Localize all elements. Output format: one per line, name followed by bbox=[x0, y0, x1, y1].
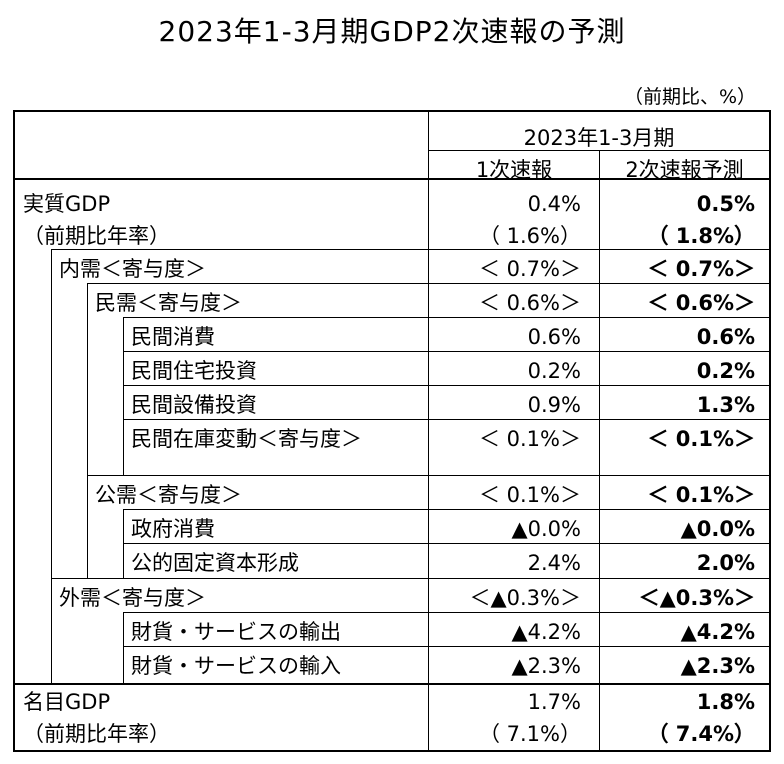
row-value-2: （ 7.4%） bbox=[647, 722, 755, 746]
row-value-1: 0.6% bbox=[527, 325, 581, 349]
row-label: 財貨・サービスの輸出 bbox=[131, 620, 341, 644]
sep-nominal bbox=[15, 683, 769, 685]
row-value-1: ＜ 0.1%＞ bbox=[478, 427, 581, 451]
page-title: 2023年1-3月期GDP2次速報の予測 bbox=[158, 15, 626, 48]
sep-gaiju bbox=[51, 578, 769, 579]
row-value-2: 0.5% bbox=[696, 192, 755, 216]
row-label: 外需＜寄与度＞ bbox=[59, 586, 206, 610]
row-value-1: ＜▲0.3%＞ bbox=[469, 586, 581, 610]
row-value-2: ＜▲0.3%＞ bbox=[638, 586, 755, 610]
sep-r13 bbox=[123, 612, 769, 613]
row-label: 民間消費 bbox=[131, 325, 215, 349]
sep-naiju bbox=[51, 249, 769, 250]
unit-note: （前期比、%） bbox=[623, 86, 756, 108]
col-divider-2 bbox=[599, 150, 600, 752]
row-label: 民間在庫変動＜寄与度＞ bbox=[131, 427, 362, 451]
row-label: （前期比年率） bbox=[23, 224, 170, 248]
row-label: 実質GDP bbox=[23, 192, 111, 216]
row-value-1: ＜ 0.1%＞ bbox=[478, 483, 581, 507]
sep-r10 bbox=[123, 509, 769, 510]
row-value-1: ▲2.3% bbox=[511, 654, 581, 678]
row-value-2: 0.6% bbox=[696, 325, 755, 349]
sep-r14 bbox=[123, 646, 769, 647]
row-value-2: 1.8% bbox=[696, 690, 755, 714]
header-col1: 1次速報 bbox=[475, 158, 553, 182]
indent-minju bbox=[87, 283, 88, 578]
row-label: 内需＜寄与度＞ bbox=[59, 257, 206, 281]
header-period: 2023年1-3月期 bbox=[523, 126, 675, 150]
header-col2: 2次速報予測 bbox=[625, 158, 744, 182]
row-value-1: （ 7.1%） bbox=[478, 722, 581, 746]
row-value-2: ▲2.3% bbox=[680, 654, 755, 678]
row-value-1: ▲4.2% bbox=[511, 620, 581, 644]
row-value-1: 0.2% bbox=[527, 359, 581, 383]
row-value-2: 0.2% bbox=[696, 359, 755, 383]
row-value-1: ▲0.0% bbox=[511, 517, 581, 541]
sep-r11 bbox=[123, 543, 769, 544]
col-divider-1 bbox=[428, 112, 429, 752]
row-value-1: 2.4% bbox=[527, 551, 581, 575]
row-label: 公需＜寄与度＞ bbox=[95, 483, 242, 507]
row-value-2: ＜ 0.1%＞ bbox=[647, 427, 755, 451]
row-value-1: 0.9% bbox=[527, 393, 581, 417]
sep-r7 bbox=[123, 385, 769, 386]
row-value-2: ＜ 0.7%＞ bbox=[647, 257, 755, 281]
sep-r8 bbox=[123, 419, 769, 420]
row-value-2: ＜ 0.1%＞ bbox=[647, 483, 755, 507]
row-value-2: 2.0% bbox=[696, 551, 755, 575]
row-label: 民間住宅投資 bbox=[131, 359, 257, 383]
row-value-2: 1.3% bbox=[696, 393, 755, 417]
sep-kouju bbox=[87, 475, 769, 476]
row-label: 民需＜寄与度＞ bbox=[95, 291, 242, 315]
row-label: （前期比年率） bbox=[23, 722, 170, 746]
sep-minju bbox=[87, 283, 769, 284]
header-bottom-line bbox=[15, 178, 769, 180]
row-value-2: ▲0.0% bbox=[680, 517, 755, 541]
row-label: 名目GDP bbox=[23, 690, 111, 714]
gdp-forecast-table: 2023年1-3月期 1次速報 2次速報予測 実質GDP 0.4% 0.5% （… bbox=[13, 110, 771, 752]
indent-gaiju bbox=[123, 612, 124, 683]
row-value-1: （ 1.6%） bbox=[478, 224, 581, 248]
indent-minkan bbox=[123, 317, 124, 475]
row-value-2: （ 1.8%） bbox=[647, 224, 755, 248]
sep-r6 bbox=[123, 351, 769, 352]
row-label: 公的固定資本形成 bbox=[131, 551, 299, 575]
row-label: 民間設備投資 bbox=[131, 393, 257, 417]
sep-r5 bbox=[123, 317, 769, 318]
row-label: 政府消費 bbox=[131, 517, 215, 541]
row-value-1: ＜ 0.6%＞ bbox=[478, 291, 581, 315]
row-value-2: ▲4.2% bbox=[680, 620, 755, 644]
row-value-1: 0.4% bbox=[527, 192, 581, 216]
row-value-1: ＜ 0.7%＞ bbox=[478, 257, 581, 281]
indent-naiju bbox=[51, 249, 52, 683]
row-label: 財貨・サービスの輸入 bbox=[131, 654, 341, 678]
row-value-2: ＜ 0.6%＞ bbox=[647, 291, 755, 315]
row-value-1: 1.7% bbox=[527, 690, 581, 714]
